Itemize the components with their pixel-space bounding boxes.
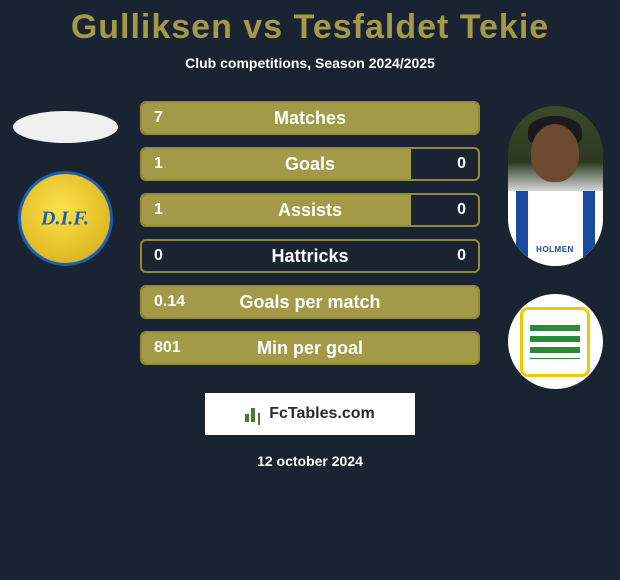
stat-gap bbox=[411, 195, 478, 225]
page-title: Gulliksen vs Tesfaldet Tekie bbox=[0, 8, 620, 47]
stat-value-left: 801 bbox=[154, 333, 181, 363]
bar-chart-icon bbox=[245, 406, 263, 422]
player-left-column bbox=[10, 101, 120, 266]
date-label: 12 october 2024 bbox=[0, 453, 620, 469]
stat-fill-left bbox=[142, 103, 478, 133]
stat-value-right: 0 bbox=[457, 241, 466, 271]
player-right-avatar: HOLMEN bbox=[508, 106, 603, 266]
stat-row: Goals per match0.14 bbox=[140, 285, 480, 319]
stat-row: Matches7 bbox=[140, 101, 480, 135]
branding-badge: FcTables.com bbox=[205, 393, 415, 435]
stat-fill-left bbox=[142, 287, 478, 317]
stat-row: Assists10 bbox=[140, 193, 480, 227]
stat-value-right: 0 bbox=[457, 195, 466, 225]
player-left-avatar-placeholder bbox=[13, 111, 118, 143]
player-right-column: HOLMEN bbox=[500, 101, 610, 389]
stat-fill-left bbox=[142, 149, 411, 179]
stat-value-left: 0.14 bbox=[154, 287, 185, 317]
subtitle: Club competitions, Season 2024/2025 bbox=[0, 55, 620, 71]
stat-value-right: 0 bbox=[457, 149, 466, 179]
branding-text: FcTables.com bbox=[269, 405, 375, 423]
stat-value-left: 7 bbox=[154, 103, 163, 133]
stat-value-left: 1 bbox=[154, 149, 163, 179]
stat-value-left: 0 bbox=[154, 241, 163, 271]
stat-row: Hattricks00 bbox=[140, 239, 480, 273]
stat-fill-left bbox=[142, 333, 478, 363]
stat-gap bbox=[411, 149, 478, 179]
stat-gap bbox=[142, 241, 478, 271]
stat-row: Goals10 bbox=[140, 147, 480, 181]
stat-fill-left bbox=[142, 195, 411, 225]
player-left-club-badge bbox=[18, 171, 113, 266]
stats-container: Matches7Goals10Assists10Hattricks00Goals… bbox=[140, 101, 480, 365]
stat-row: Min per goal801 bbox=[140, 331, 480, 365]
player-right-club-badge bbox=[508, 294, 603, 389]
jersey-sponsor-text: HOLMEN bbox=[536, 245, 574, 254]
stat-value-left: 1 bbox=[154, 195, 163, 225]
